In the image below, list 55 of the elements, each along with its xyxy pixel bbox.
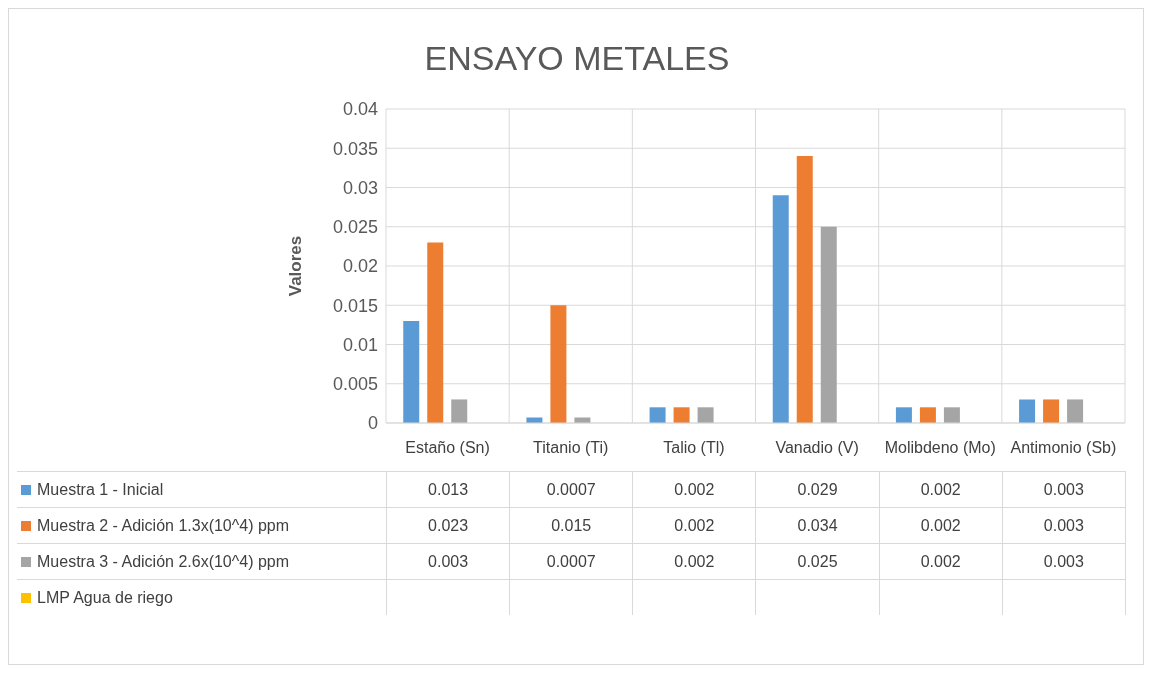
- x-tick-label: Titanio (Ti): [533, 439, 609, 456]
- data-label: 0.003: [1002, 472, 1126, 507]
- y-tick-label: 0.035: [332, 138, 378, 159]
- data-label: 0.013: [387, 472, 511, 507]
- x-tick-label: Estaño (Sn): [405, 439, 490, 456]
- bar: [919, 407, 936, 423]
- data-label: 0.0007: [510, 472, 634, 507]
- bar: [403, 320, 420, 423]
- data-label: 0.002: [879, 508, 1003, 543]
- bar: [427, 242, 444, 423]
- y-tick-label: 0.04: [342, 99, 378, 120]
- data-label: 0.002: [633, 544, 757, 579]
- data-label: 0.025: [756, 544, 880, 579]
- bar: [772, 195, 789, 423]
- y-tick-label: 0.02: [342, 256, 378, 277]
- bar: [1067, 399, 1084, 423]
- bar: [796, 156, 813, 423]
- data-label: 0.002: [879, 544, 1003, 579]
- bar: [451, 399, 468, 423]
- x-tick-label: Antimonio (Sb): [1010, 439, 1117, 456]
- y-axis-title: Valores: [286, 235, 306, 297]
- bar: [895, 407, 912, 423]
- y-tick-label: 0.015: [332, 295, 378, 316]
- data-label: 0.003: [1002, 508, 1126, 543]
- x-tick-label: Molibdeno (Mo): [884, 439, 996, 456]
- x-tick-label: Vanadio (V): [775, 439, 859, 456]
- y-tick-label: 0.005: [332, 374, 378, 395]
- bar: [697, 407, 714, 423]
- data-label: 0.034: [756, 508, 880, 543]
- data-label: 0.029: [756, 472, 880, 507]
- data-label: 0.015: [510, 508, 634, 543]
- data-label: 0.002: [633, 508, 757, 543]
- data-label: 0.003: [387, 544, 511, 579]
- data-label: 0.002: [879, 472, 1003, 507]
- x-tick-label: Talio (Tl): [663, 439, 725, 456]
- bar: [943, 407, 960, 423]
- data-label: 0.023: [387, 508, 511, 543]
- legend-label: Muestra 1 - Inicial: [17, 472, 387, 507]
- bar: [820, 226, 837, 423]
- bar: [550, 305, 567, 423]
- y-tick-label: 0.025: [332, 217, 378, 238]
- legend-label: Muestra 3 - Adición 2.6x(10^4) ppm: [17, 544, 387, 579]
- bar: [1019, 399, 1036, 423]
- y-tick-label: 0: [367, 413, 378, 434]
- data-label: 0.003: [1002, 544, 1126, 579]
- y-tick-label: 0.03: [342, 177, 378, 198]
- legend-label: Muestra 2 - Adición 1.3x(10^4) ppm: [17, 508, 387, 543]
- bar: [673, 407, 690, 423]
- bar: [649, 407, 666, 423]
- chart-title: ENSAYO METALES: [423, 39, 731, 78]
- data-label: 0.0007: [510, 544, 634, 579]
- bar: [1043, 399, 1060, 423]
- legend-label: LMP Agua de riego: [17, 580, 387, 615]
- data-label: 0.002: [633, 472, 757, 507]
- y-tick-label: 0.01: [342, 334, 378, 355]
